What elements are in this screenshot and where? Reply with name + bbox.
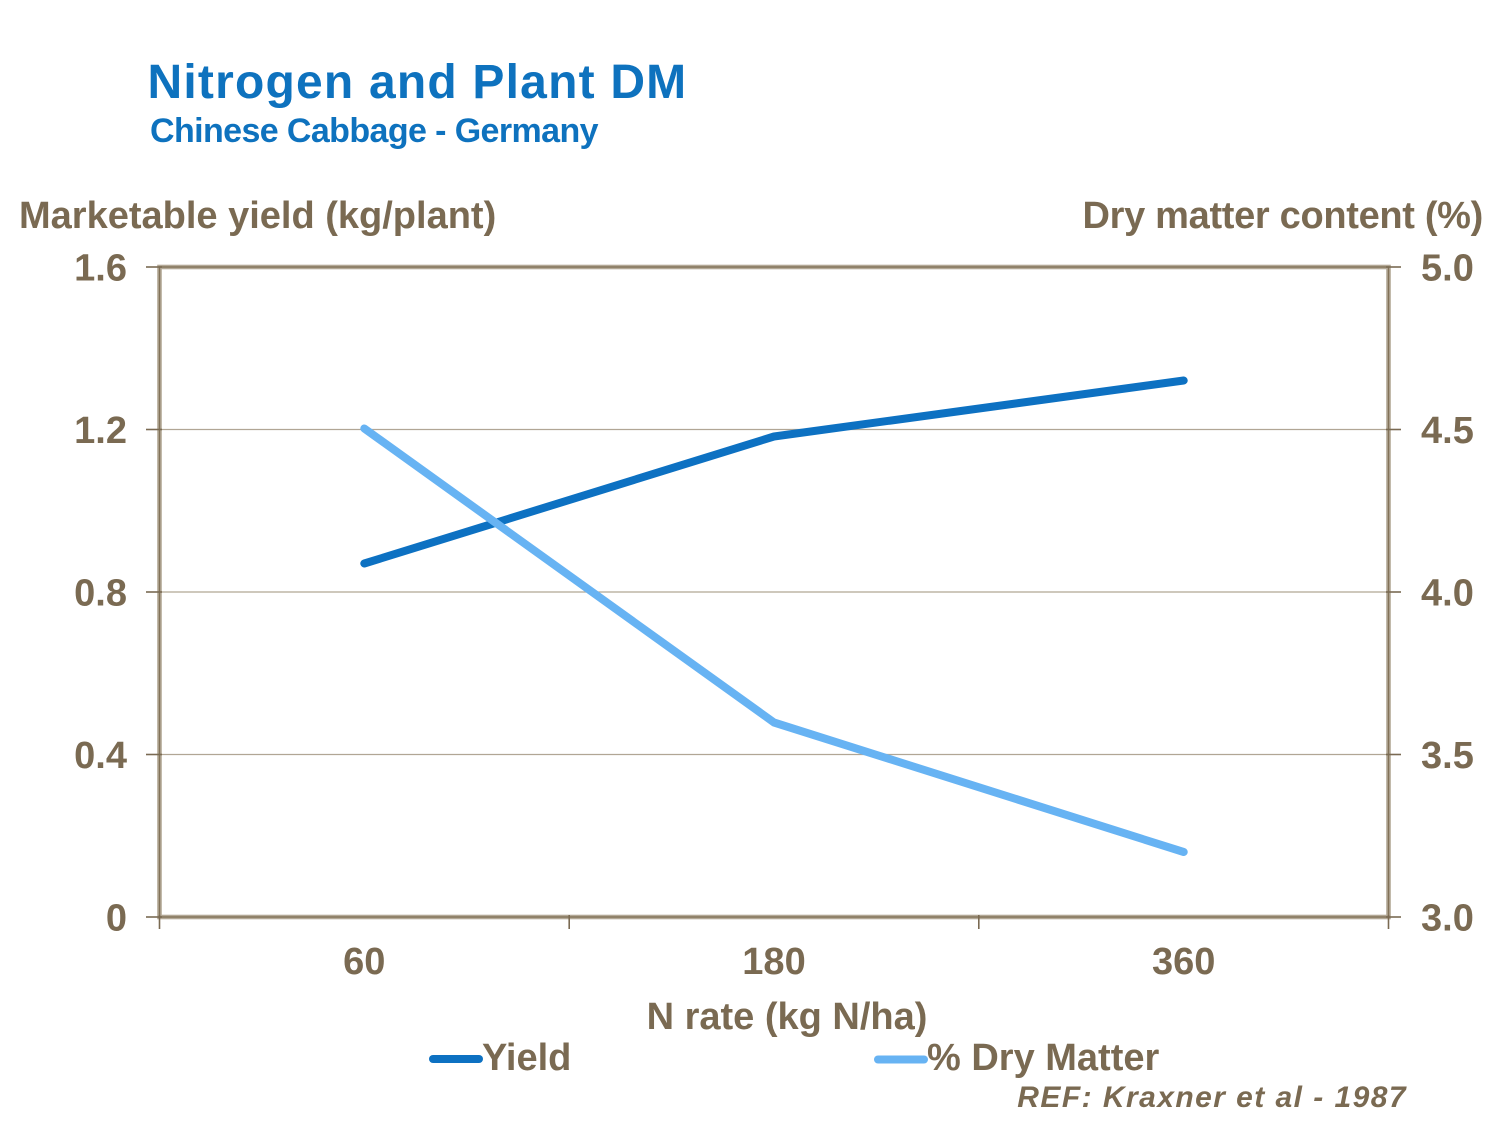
svg-text:% Dry Matter: % Dry Matter <box>927 1037 1159 1079</box>
svg-text:0.4: 0.4 <box>74 735 127 777</box>
svg-text:180: 180 <box>742 941 805 983</box>
svg-text:360: 360 <box>1152 941 1215 983</box>
svg-text:N rate (kg N/ha): N rate (kg N/ha) <box>647 996 928 1038</box>
svg-text:60: 60 <box>343 941 385 983</box>
svg-text:Chinese Cabbage - Germany: Chinese Cabbage - Germany <box>150 112 599 150</box>
svg-text:Yield: Yield <box>482 1037 571 1079</box>
svg-text:Marketable yield (kg/plant): Marketable yield (kg/plant) <box>19 195 496 237</box>
svg-text:0.8: 0.8 <box>74 573 127 615</box>
svg-text:1.2: 1.2 <box>74 410 127 452</box>
svg-text:Nitrogen and Plant DM: Nitrogen and Plant DM <box>148 56 688 109</box>
svg-text:3.5: 3.5 <box>1421 735 1474 777</box>
svg-text:4.0: 4.0 <box>1421 573 1474 615</box>
svg-text:3.0: 3.0 <box>1421 898 1474 940</box>
svg-text:Dry matter content (%): Dry matter content (%) <box>1083 195 1483 237</box>
svg-text:5.0: 5.0 <box>1421 248 1474 290</box>
svg-text:4.5: 4.5 <box>1421 410 1474 452</box>
svg-text:0: 0 <box>106 898 127 940</box>
svg-text:1.6: 1.6 <box>74 248 127 290</box>
svg-text:REF: Kraxner et al - 1987: REF: Kraxner et al - 1987 <box>1017 1081 1407 1114</box>
